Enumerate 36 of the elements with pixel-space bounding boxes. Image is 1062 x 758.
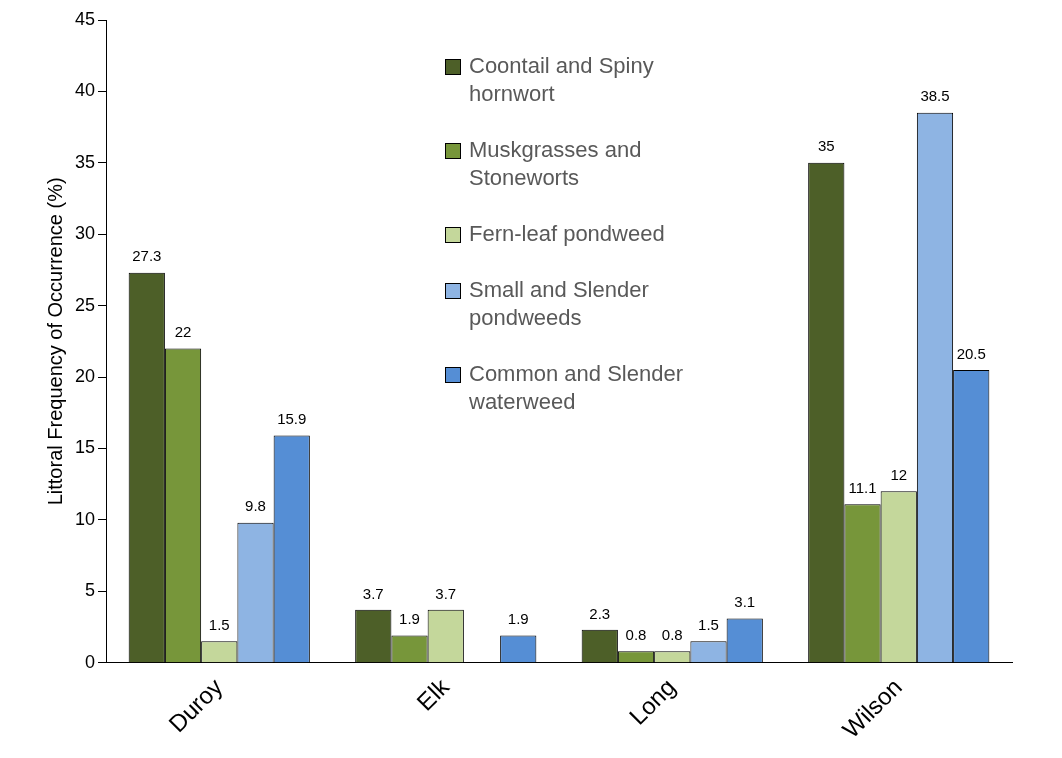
data-label: 3.1 bbox=[734, 593, 756, 611]
data-label: 1.9 bbox=[399, 610, 420, 628]
y-tick-label: 25 bbox=[74, 294, 96, 315]
data-label: 11.1 bbox=[848, 478, 877, 496]
y-axis-title: Littoral Frequency of Occurrence (%) bbox=[43, 177, 66, 506]
y-tick-label: 20 bbox=[74, 366, 96, 387]
legend-label: Fern-leaf pondweed bbox=[469, 220, 665, 248]
data-label: 12 bbox=[890, 465, 908, 483]
legend-label: Coontail and Spiny hornwort bbox=[469, 52, 655, 108]
y-tick-label: 15 bbox=[74, 437, 96, 458]
legend-label: Muskgrasses and Stoneworts bbox=[469, 136, 643, 192]
data-label: 15.9 bbox=[277, 410, 307, 428]
data-label: 3.7 bbox=[362, 584, 384, 602]
data-label: 22 bbox=[174, 323, 192, 341]
x-tick-label: Elk bbox=[411, 672, 455, 716]
data-label: 35 bbox=[817, 137, 835, 155]
data-label: 0.8 bbox=[625, 625, 647, 643]
y-tick-label: 10 bbox=[74, 508, 96, 529]
data-label: 20.5 bbox=[956, 344, 986, 362]
data-label: 3.7 bbox=[435, 584, 457, 602]
y-tick-label: 40 bbox=[74, 80, 96, 101]
y-tick-label: 0 bbox=[85, 651, 96, 672]
y-tick-label: 5 bbox=[85, 580, 96, 601]
data-label: 38.5 bbox=[920, 87, 950, 105]
data-label: 1.5 bbox=[208, 615, 230, 633]
y-tick-label: 35 bbox=[74, 151, 96, 172]
data-label: 0.8 bbox=[661, 625, 683, 643]
data-label: 9.8 bbox=[245, 497, 266, 515]
data-label: 1.5 bbox=[698, 615, 719, 633]
legend-label: Small and Slender pondweeds bbox=[469, 276, 650, 332]
data-label: 1.9 bbox=[507, 610, 529, 628]
data-label: 2.3 bbox=[589, 604, 611, 622]
y-tick-label: 30 bbox=[74, 223, 96, 244]
y-tick-label: 45 bbox=[74, 8, 96, 29]
data-label: 27.3 bbox=[132, 247, 162, 265]
legend-label: Common and Slender waterweed bbox=[469, 360, 684, 416]
